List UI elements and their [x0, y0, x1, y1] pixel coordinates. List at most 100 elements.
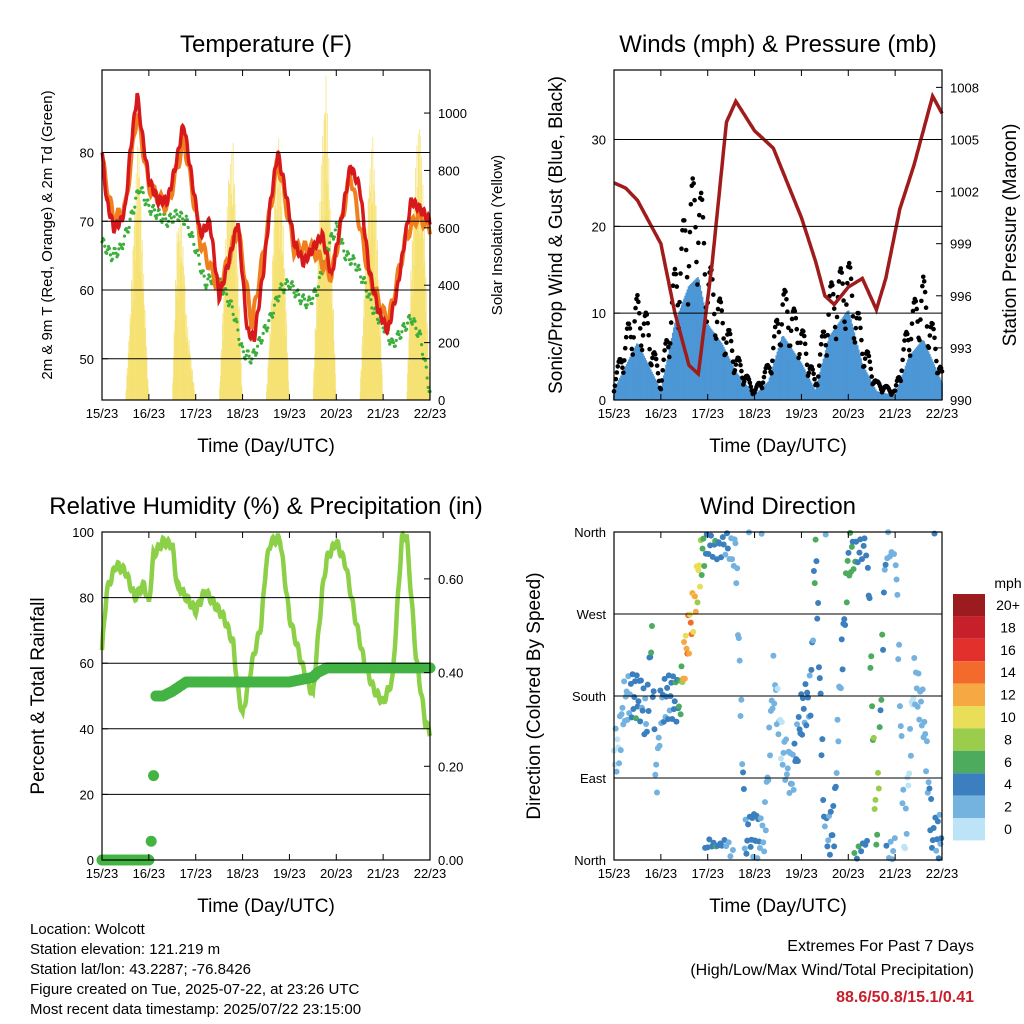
dewpoint-point — [419, 332, 423, 336]
gust-point — [759, 385, 765, 391]
y2-tick-label: 0.40 — [438, 666, 463, 681]
x-tick-label: 16/23 — [133, 406, 166, 421]
dewpoint-point — [166, 224, 170, 228]
direction-point — [882, 561, 889, 568]
x-tick-label: 22/23 — [414, 866, 447, 881]
direction-point — [740, 785, 747, 792]
gust-point — [776, 329, 782, 335]
gust-point — [801, 329, 806, 334]
gust-point — [786, 325, 791, 331]
direction-point — [905, 782, 912, 789]
dewpoint-point — [414, 326, 418, 330]
dewpoint-point — [425, 376, 429, 380]
dewpoint-point — [141, 190, 145, 195]
extremes-block: Extremes For Past 7 Days (High/Low/Max W… — [690, 935, 974, 1013]
gust-point — [774, 317, 780, 323]
gust-point — [821, 329, 827, 335]
gust-point — [838, 266, 844, 271]
gust-point — [701, 240, 707, 246]
rh-line — [99, 530, 433, 737]
dewpoint-point — [399, 336, 403, 340]
precip-series — [96, 662, 436, 866]
y2-tick-label: 0.20 — [438, 759, 463, 774]
y-tick-label: East — [580, 771, 606, 786]
direction-point — [930, 825, 937, 832]
colorbar-swatch — [953, 706, 985, 729]
gust-point — [857, 316, 862, 321]
gust-point — [858, 325, 863, 331]
gust-point — [762, 369, 768, 375]
gust-point — [713, 336, 719, 341]
x-tick-label: 17/23 — [691, 406, 724, 421]
direction-point — [919, 686, 926, 693]
direction-point — [815, 664, 822, 671]
y2-tick-label: 600 — [438, 221, 460, 236]
direction-point — [640, 685, 647, 692]
dewpoint-point — [168, 212, 173, 216]
dewpoint-point — [267, 319, 271, 323]
gust-point — [796, 355, 801, 361]
gust-point — [867, 359, 873, 365]
direction-point — [733, 580, 740, 587]
direction-point — [854, 559, 861, 566]
gust-point — [798, 340, 803, 346]
x-tick-label: 17/23 — [691, 866, 724, 881]
gust-point — [682, 228, 688, 233]
dewpoint-point — [175, 212, 179, 216]
gust-point — [739, 368, 744, 374]
dewpoint-point — [265, 329, 269, 333]
direction-point — [907, 725, 914, 732]
direction-point — [848, 543, 855, 550]
direction-point — [647, 654, 654, 661]
dewpoint-point — [418, 329, 422, 333]
direction-point — [804, 694, 811, 701]
colorbar-tick-label: 6 — [1004, 754, 1012, 770]
dewpoint-point — [304, 306, 308, 310]
colorbar-swatch — [953, 683, 985, 706]
gust-point — [901, 347, 906, 352]
direction-point — [618, 711, 625, 718]
direction-point — [901, 845, 908, 852]
dewpoint-point — [358, 267, 362, 272]
direction-point — [765, 777, 772, 784]
gust-point — [719, 308, 725, 313]
dewpoint-point — [357, 263, 361, 267]
direction-point — [642, 695, 649, 702]
gust-point — [621, 370, 626, 375]
x-tick-label: 20/23 — [832, 866, 865, 881]
colorbar-label: mph — [994, 575, 1021, 591]
direction-point — [742, 816, 749, 823]
colorbar-tick-label: 4 — [1004, 776, 1012, 792]
dewpoint-point — [103, 244, 107, 248]
direction-point — [795, 714, 802, 721]
colorbar-swatch — [953, 594, 985, 617]
gust-point — [613, 376, 619, 382]
gust-point — [866, 353, 872, 359]
direction-point — [906, 770, 913, 777]
direction-point — [897, 723, 904, 730]
direction-point — [633, 672, 640, 679]
direction-point — [903, 830, 910, 837]
direction-point — [869, 703, 876, 710]
gust-point — [852, 340, 858, 345]
direction-point — [870, 734, 877, 741]
gust-point — [699, 197, 705, 203]
y-tick-label: 0 — [87, 853, 94, 868]
dewpoint-point — [363, 281, 367, 285]
dewpoint-point — [231, 312, 235, 316]
direction-point — [770, 652, 777, 659]
y-tick-label: 60 — [80, 656, 94, 671]
direction-point — [683, 645, 690, 652]
direction-point — [671, 698, 678, 705]
direction-point — [864, 564, 871, 571]
location-text: Location: Wolcott — [30, 921, 145, 938]
direction-point — [933, 847, 940, 854]
x-axis-label: Time (Day/UTC) — [197, 896, 335, 917]
dewpoint-point — [158, 212, 162, 216]
direction-point — [681, 675, 688, 682]
dewpoint-point — [284, 282, 288, 286]
dewpoint-point — [133, 205, 137, 209]
dewpoint-point — [252, 348, 256, 352]
gust-point — [627, 326, 633, 331]
